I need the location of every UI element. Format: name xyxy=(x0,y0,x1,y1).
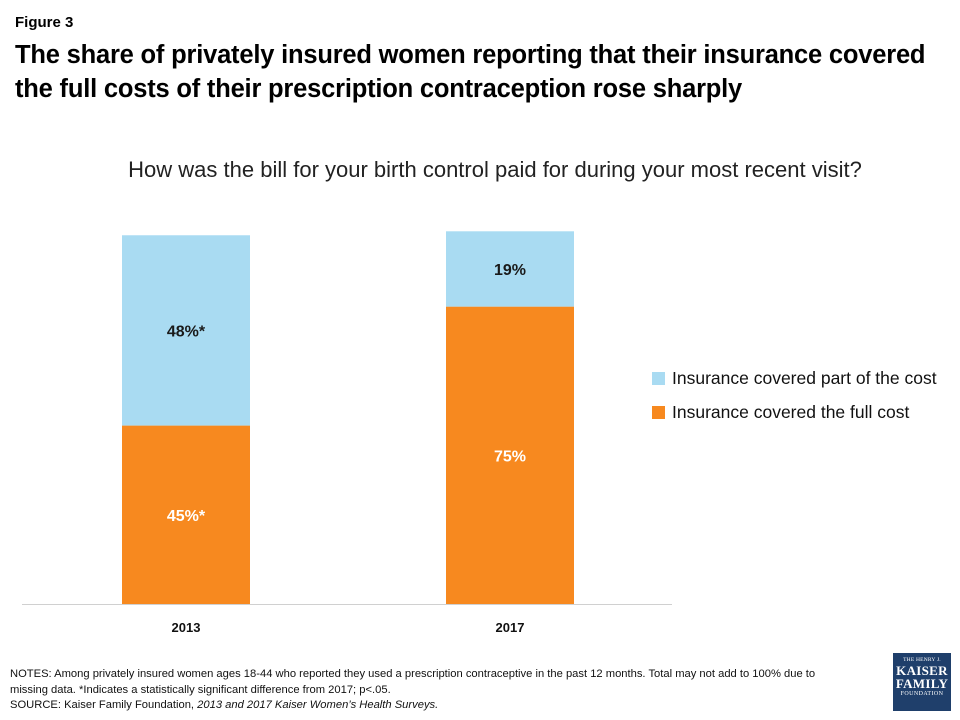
kff-logo: THE HENRY J. KAISER FAMILY FOUNDATION xyxy=(893,653,951,711)
legend-label-full-cost: Insurance covered the full cost xyxy=(672,402,910,422)
legend-swatch-part-cost xyxy=(652,372,665,385)
bar-2013-full-cost xyxy=(122,425,250,604)
logo-line-2: KAISER xyxy=(896,663,948,678)
legend-swatch-full-cost xyxy=(652,406,665,419)
data-label-2013-part-cost: 48%* xyxy=(167,323,206,340)
logo-line-3: FAMILY xyxy=(895,676,949,691)
legend-item-part-cost: Insurance covered part of the cost xyxy=(652,366,952,391)
bar-2017-part-cost xyxy=(446,231,574,307)
legend-item-full-cost: Insurance covered the full cost xyxy=(652,400,952,425)
data-label-2017-part-cost: 19% xyxy=(494,262,526,279)
data-label-2013-full-cost: 45%* xyxy=(167,508,206,525)
x-tick-label-2013: 2013 xyxy=(172,620,201,635)
source-title: 2013 and 2017 Kaiser Women’s Health Surv… xyxy=(197,699,439,711)
bar-2013-part-cost xyxy=(122,235,250,426)
data-label-2017-full-cost: 75% xyxy=(494,448,526,465)
notes-text: NOTES: Among privately insured women age… xyxy=(10,668,816,696)
bar-2017-full-cost xyxy=(446,306,574,604)
source-prefix: SOURCE: Kaiser Family Foundation, xyxy=(10,699,198,711)
figure-label: Figure 3 xyxy=(15,14,74,31)
logo-line-4: FOUNDATION xyxy=(900,691,944,697)
x-tick-label-2017: 2017 xyxy=(496,620,525,635)
notes: NOTES: Among privately insured women age… xyxy=(10,667,850,714)
chart-title: How was the bill for your birth control … xyxy=(128,157,862,182)
source-text: SOURCE: Kaiser Family Foundation, 2013 a… xyxy=(10,698,850,714)
legend: Insurance covered part of the cost Insur… xyxy=(652,366,952,434)
legend-label-part-cost: Insurance covered part of the cost xyxy=(672,368,937,388)
page-title: The share of privately insured women rep… xyxy=(15,41,926,103)
logo-line-1: THE HENRY J. xyxy=(903,657,941,663)
